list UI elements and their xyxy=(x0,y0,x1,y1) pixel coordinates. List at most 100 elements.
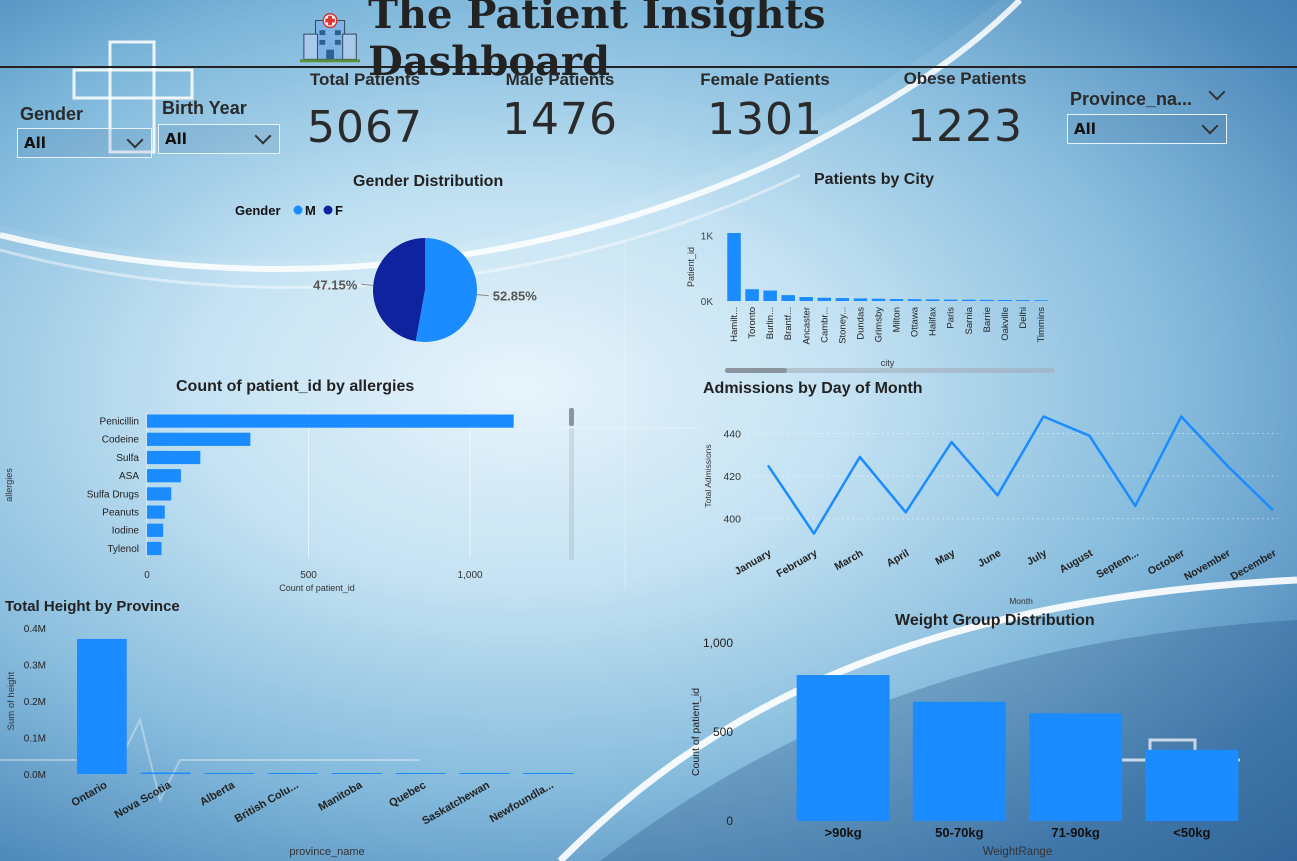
pie-slice xyxy=(373,238,425,342)
chevron-down-icon xyxy=(1201,117,1219,135)
chevron-down-icon xyxy=(126,131,144,149)
bar xyxy=(147,487,172,501)
kpi-label: Total Patients xyxy=(309,70,421,89)
axis-label: Sum of height xyxy=(6,671,17,730)
axis-label: Month xyxy=(1009,596,1033,606)
kpi-value: 1223 xyxy=(907,101,1023,152)
tick-label: Ontario xyxy=(69,779,109,809)
tick-label: Tylenol xyxy=(107,544,139,555)
bar xyxy=(998,299,1012,301)
scrollbar-thumb xyxy=(725,368,787,373)
kpi-value: 5067 xyxy=(307,102,423,153)
legend-entry: F xyxy=(335,203,343,218)
legend-marker xyxy=(323,205,333,215)
legend-title: Gender xyxy=(235,203,281,218)
tick-label: 420 xyxy=(723,471,741,483)
tick-label: Oakville xyxy=(1000,307,1011,341)
tick-label: Burlin... xyxy=(765,307,776,339)
tick-label: Quebec xyxy=(387,779,428,810)
bar xyxy=(395,773,446,774)
tick-label: Paris xyxy=(946,307,957,329)
bar xyxy=(763,290,777,301)
title-divider xyxy=(0,66,1297,68)
axis-label: WeightRange xyxy=(983,846,1052,858)
tick-label: Grimsby xyxy=(873,307,884,343)
gender-slicer[interactable]: All xyxy=(17,128,152,158)
bar xyxy=(1016,300,1030,301)
kpi-obese-patients: Obese Patients 1223 xyxy=(890,69,1040,152)
page-title: The Patient Insights Dashboard xyxy=(300,0,1060,85)
bar xyxy=(943,299,958,301)
tick-label: March xyxy=(833,547,866,573)
bar xyxy=(925,299,940,301)
tick-label: ASA xyxy=(119,471,139,482)
axis-label: Patient_id xyxy=(686,247,696,287)
tick-label: 0.0M xyxy=(24,770,46,781)
tick-label: Delhi xyxy=(1018,307,1029,329)
scrollbar-track xyxy=(569,428,574,560)
title-text: The Patient Insights Dashboard xyxy=(368,0,826,85)
city-chart-title: Patients by City xyxy=(814,171,935,188)
tick-label: 440 xyxy=(723,429,741,441)
tick-label: 0 xyxy=(144,570,150,581)
data-label: 47.15% xyxy=(313,277,358,292)
birth-year-slicer[interactable]: All xyxy=(158,124,280,154)
province-slicer-value: All xyxy=(1074,120,1096,138)
tick-label: 1,000 xyxy=(703,636,733,650)
gender-pie-chart: Gender M F 52.85% 47.15% xyxy=(235,203,538,342)
weight-bar-chart: 0 500 1,000 Count of patient_id >90kg 50-70kg… xyxy=(690,636,1239,858)
tick-label: June xyxy=(976,547,1003,570)
kpi-value: 1476 xyxy=(502,94,618,145)
tick-label: Cambr... xyxy=(819,307,830,343)
tick-label: Ottawa xyxy=(910,306,921,337)
tick-label: Sulfa Drugs xyxy=(87,489,139,500)
tick-label: 400 xyxy=(723,514,741,526)
tick-label: 0.1M xyxy=(24,734,46,745)
data-label: 52.85% xyxy=(493,289,538,304)
admissions-chart-title: Admissions by Day of Month xyxy=(703,380,923,397)
tick-label: Dundas xyxy=(855,307,866,340)
tick-label: <50kg xyxy=(1173,825,1210,840)
legend-entry: M xyxy=(305,203,316,218)
tick-label: Barrie xyxy=(982,307,993,332)
tick-label: Stoney... xyxy=(837,307,848,344)
tick-label: Septem... xyxy=(1094,547,1140,581)
city-bar-chart: 0K 1K Patient_id Hamilt... Toronto Burlin... B… xyxy=(686,232,1055,373)
province-slicer[interactable]: All xyxy=(1067,114,1227,144)
pie-slice xyxy=(415,238,477,342)
bar xyxy=(781,295,795,301)
gender-slicer-value: All xyxy=(24,134,46,152)
tick-label: Saskatchewan xyxy=(420,779,492,827)
axis-label: Count of patient_id xyxy=(279,583,355,593)
bar xyxy=(147,505,165,519)
bar xyxy=(1145,749,1239,821)
tick-label: Newfoundla... xyxy=(488,779,556,825)
bar xyxy=(817,297,832,301)
axis-label: allergies xyxy=(4,468,14,502)
tick-label: Nova Scotia xyxy=(113,779,174,821)
tick-label: October xyxy=(1146,547,1187,578)
bar xyxy=(889,299,904,301)
bar xyxy=(980,299,994,301)
tick-label: 500 xyxy=(713,725,733,739)
bar xyxy=(140,772,191,774)
birth-year-slicer-label: Birth Year xyxy=(162,98,247,118)
series-line xyxy=(766,415,1274,535)
legend-marker xyxy=(293,205,303,215)
tick-label: 71-90kg xyxy=(1051,825,1099,840)
kpi-label: Male Patients xyxy=(505,70,615,89)
bar xyxy=(799,297,814,301)
bar xyxy=(961,299,976,301)
axis-label: city xyxy=(881,358,895,368)
tick-label: November xyxy=(1182,547,1232,583)
tick-label: Halifax xyxy=(928,307,939,336)
tick-label: 500 xyxy=(300,570,317,581)
bar xyxy=(523,773,573,774)
bar xyxy=(727,233,741,301)
bar xyxy=(1029,713,1123,821)
kpi-female-patients: Female Patients 1301 xyxy=(690,70,840,145)
bar xyxy=(796,675,890,821)
tick-label: 1,000 xyxy=(458,570,483,581)
tick-label: January xyxy=(733,547,774,578)
